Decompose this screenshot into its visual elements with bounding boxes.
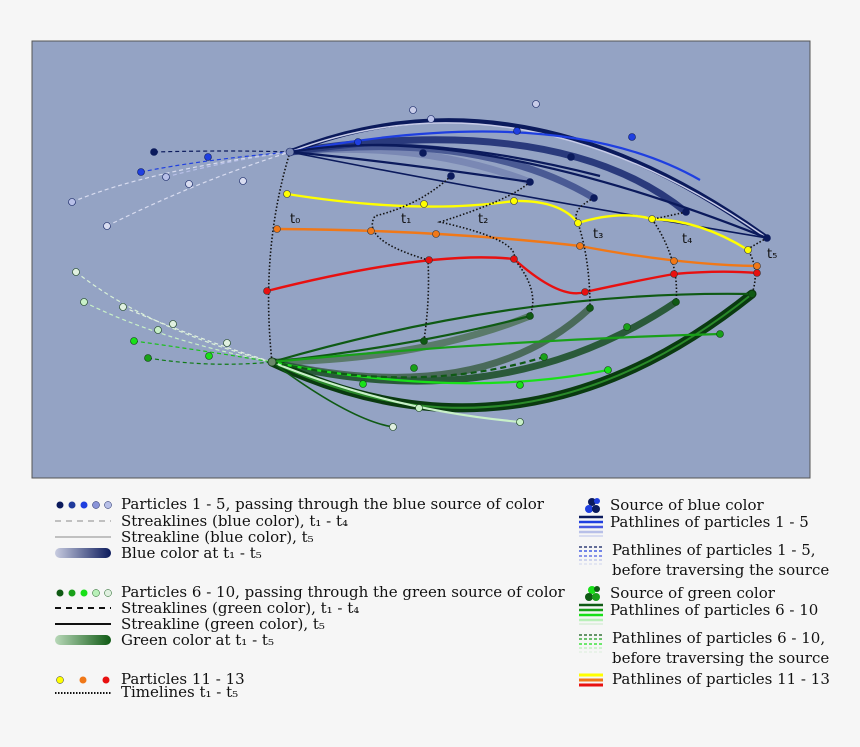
legend-label: Particles 11 - 13: [121, 670, 245, 688]
legend-label: Particles 6 - 10, passing through the gr…: [121, 583, 565, 601]
green-lines-swatch: [579, 603, 603, 625]
dash-dark-swatch: [55, 607, 111, 609]
legend-label: before traversing the source: [612, 649, 830, 667]
warm-particles: [263, 190, 761, 296]
legend-label: Streaklines (blue color), t₁ - t₄: [121, 512, 349, 530]
warm-lines-swatch: [579, 673, 603, 687]
time-label-t2: t₂: [478, 212, 489, 227]
green-particles-swatch: [56, 589, 112, 597]
legend-label: Streakline (blue color), t₅: [121, 528, 314, 546]
legend-label: Particles 1 - 5, passing through the blu…: [121, 495, 544, 513]
legend-label: Source of blue color: [610, 496, 764, 514]
blue-lines-swatch: [579, 515, 603, 537]
green-pathlines: [271, 292, 753, 428]
blue-particles: [68, 100, 771, 242]
dotted-swatch: [55, 692, 111, 694]
green-dashed-lines-swatch: [579, 634, 603, 653]
blue-gradient-swatch: [55, 548, 111, 558]
solid-dark-swatch: [55, 623, 111, 625]
legend-label: Streakline (green color), t₅: [121, 615, 325, 633]
legend-label: Pathlines of particles 11 - 13: [612, 670, 830, 688]
legend-label: Streaklines (green color), t₁ - t₄: [121, 599, 360, 617]
legend-label: Pathlines of particles 6 - 10: [610, 601, 819, 619]
blue-source-swatch: [585, 498, 600, 513]
green-gradient-swatch: [55, 635, 111, 645]
dash-light-swatch: [55, 520, 111, 522]
legend-label: before traversing the source: [612, 561, 830, 579]
blue-dashed-lines-swatch: [579, 546, 603, 565]
timelines: [267, 151, 768, 363]
green-particles: [72, 268, 756, 431]
time-label-t4: t₄: [682, 232, 693, 247]
flow-diagram: [31, 40, 811, 479]
legend-label: Pathlines of particles 6 - 10,: [612, 629, 826, 647]
green-source-swatch: [585, 586, 600, 601]
legend-label: Green color at t₁ - t₅: [121, 631, 274, 649]
time-label-t5: t₅: [767, 247, 778, 262]
legend-left: Particles 1 - 5, passing through the blu…: [55, 495, 565, 701]
legend-label: Pathlines of particles 1 - 5: [610, 513, 809, 531]
legend-label: Timelines t₁ - t₅: [121, 683, 239, 701]
warm-pathlines: [266, 192, 758, 295]
blue-pre-source-pathlines: [71, 150, 291, 227]
blue-particles-swatch: [56, 501, 112, 509]
legend-label: Pathlines of particles 1 - 5,: [612, 541, 816, 559]
solid-light-swatch: [55, 536, 111, 538]
time-label-t1: t₁: [401, 212, 412, 227]
warm-particles-swatch: [56, 676, 110, 684]
legend-label: Blue color at t₁ - t₅: [121, 544, 262, 562]
legend-label: Source of green color: [610, 584, 775, 602]
time-label-t0: t₀: [290, 212, 301, 227]
legend-right: Source of blue color Pathlines of partic…: [575, 0, 830, 747]
green-pre-source-pathlines: [75, 271, 273, 365]
time-label-t3: t₃: [593, 227, 604, 242]
